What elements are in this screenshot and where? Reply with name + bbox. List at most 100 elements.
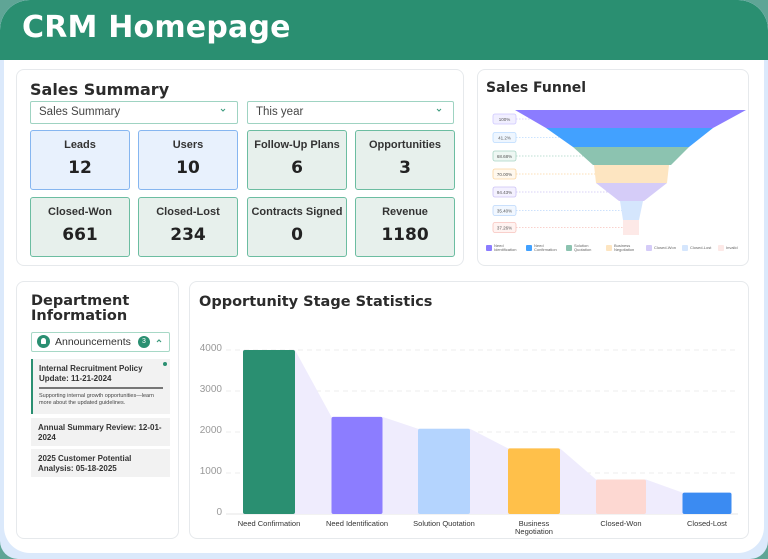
sales-funnel-card: Sales Funnel 100% 41.2% 68.68% 70.00% 94.43%… [477, 69, 749, 266]
funnel-label-box [492, 168, 517, 180]
announcement-title: Internal Recruitment Policy Update: 11-2… [39, 364, 143, 383]
legend-item[interactable]: Need Identification [486, 244, 520, 252]
stat-card-closed-lost[interactable]: Closed-Lost 234 [138, 197, 238, 257]
sales-summary-card: Sales Summary Sales Summary This year Le… [16, 69, 464, 266]
stat-value: 1180 [381, 225, 429, 245]
stat-label: Opportunities [368, 139, 442, 151]
department-card: Department Information Announcements 3 I… [16, 281, 179, 539]
y-tick-label: 0 [216, 507, 222, 518]
announcement-item[interactable]: Annual Summary Review: 12-01-2024 [31, 418, 170, 446]
announcement-count-badge: 3 [138, 336, 150, 348]
opportunity-chart-title: Opportunity Stage Statistics [199, 294, 433, 310]
stat-label: Closed-Won [48, 206, 112, 218]
legend-swatch [646, 245, 652, 251]
legend-swatch [526, 245, 532, 251]
stat-value: 661 [62, 225, 98, 245]
funnel-band[interactable] [596, 183, 667, 201]
legend-label: Closed-Lost [690, 245, 712, 250]
legend-label: Invalid [726, 245, 738, 250]
x-tick-label: Business Negotiation [515, 519, 553, 536]
chevron-down-icon [436, 108, 442, 112]
funnel-label-box [492, 113, 517, 125]
announcement-item[interactable]: 2025 Customer Potential Analysis: 05-18-… [31, 449, 170, 477]
announcements-label: Announcements [55, 336, 131, 348]
announcements-toggle[interactable]: Announcements 3 [31, 332, 170, 352]
bar-closed-won[interactable] [596, 479, 646, 514]
opportunity-chart-card: Opportunity Stage Statistics 0 1000 2000 30… [189, 281, 749, 539]
funnel-label: 41.2% [498, 135, 511, 140]
funnel-chart: 100% 41.2% 68.68% 70.00% 94.43% 35.40% 37.26% [492, 110, 746, 235]
funnel-label: 35.40% [497, 208, 512, 213]
funnel-legend: Need Identification Need Confirmation Solu… [486, 244, 748, 252]
stat-label: Contracts Signed [251, 206, 343, 218]
legend-swatch [718, 245, 724, 251]
chevron-up-icon[interactable] [154, 336, 164, 346]
divider [39, 387, 163, 389]
legend-label: Solution Quotation [574, 243, 592, 252]
bar-need-identification[interactable] [331, 416, 383, 514]
bell-icon [37, 335, 50, 348]
stat-card-closed-won[interactable]: Closed-Won 661 [30, 197, 130, 257]
sales-funnel-title: Sales Funnel [486, 80, 587, 96]
legend-swatch [682, 245, 688, 251]
funnel-band[interactable] [594, 165, 669, 183]
stat-label: Users [172, 139, 204, 151]
stat-value: 3 [399, 158, 411, 178]
stat-card-opportunities[interactable]: Opportunities 3 [355, 130, 455, 190]
header-bar: CRM Homepage [0, 0, 768, 60]
bar-solution-quotation[interactable] [418, 428, 470, 514]
funnel-label: 94.43% [497, 190, 512, 195]
stat-value: 6 [291, 158, 303, 178]
funnel-label-box [492, 222, 517, 233]
stat-label: Closed-Lost [156, 206, 220, 218]
funnel-label-box [492, 150, 517, 162]
legend-item[interactable]: Closed-Won [646, 244, 676, 252]
bar-need-confirmation[interactable] [243, 350, 295, 514]
legend-item[interactable]: Need Confirmation [526, 244, 560, 252]
bar-business-negotiation[interactable] [508, 448, 560, 514]
x-tick-label: Need Identification [325, 519, 389, 528]
legend-swatch [566, 245, 572, 251]
stat-value: 12 [68, 158, 92, 178]
funnel-band[interactable] [620, 201, 643, 220]
legend-item[interactable]: Invalid [718, 244, 748, 252]
stat-card-leads[interactable]: Leads 12 [30, 130, 130, 190]
sales-summary-title: Sales Summary [30, 80, 170, 99]
y-tick-label: 2000 [199, 425, 222, 436]
stat-card-revenue[interactable]: Revenue 1180 [355, 197, 455, 257]
stat-value: 234 [170, 225, 206, 245]
legend-label: Closed-Won [654, 245, 676, 250]
announcement-title: 2025 Customer Potential Analysis: 05-18-… [38, 454, 132, 473]
funnel-band[interactable] [623, 220, 639, 235]
funnel-label-box [492, 132, 517, 143]
opportunity-bar-chart [226, 349, 738, 515]
x-tick-label: Closed-Lost [686, 519, 728, 528]
funnel-band[interactable] [515, 110, 746, 128]
y-tick-label: 4000 [199, 343, 222, 354]
funnel-band[interactable] [546, 128, 713, 147]
legend-swatch [606, 245, 612, 251]
stat-card-users[interactable]: Users 10 [138, 130, 238, 190]
funnel-label-box [492, 186, 517, 198]
legend-label: Need Identification [494, 243, 517, 252]
period-value: This year [256, 106, 304, 118]
stat-label: Revenue [382, 206, 428, 218]
funnel-band[interactable] [573, 147, 689, 165]
bar-closed-lost[interactable] [682, 492, 732, 514]
legend-item[interactable]: Business Negotiation [606, 244, 640, 252]
stat-card-contracts-signed[interactable]: Contracts Signed 0 [247, 197, 347, 257]
funnel-label: 100% [499, 117, 511, 122]
department-title: Department Information [31, 293, 130, 324]
announcement-item[interactable]: Internal Recruitment Policy Update: 11-2… [31, 359, 170, 414]
summary-type-select[interactable]: Sales Summary [30, 101, 238, 124]
stat-value: 10 [176, 158, 200, 178]
legend-item[interactable]: Closed-Lost [682, 244, 712, 252]
stat-label: Follow-Up Plans [254, 139, 340, 151]
page-title: CRM Homepage [22, 10, 291, 45]
y-tick-label: 1000 [199, 466, 222, 477]
stat-card-follow-up-plans[interactable]: Follow-Up Plans 6 [247, 130, 347, 190]
legend-item[interactable]: Solution Quotation [566, 244, 600, 252]
announcement-description: Supporting internal growth opportunities… [39, 392, 154, 407]
period-select[interactable]: This year [247, 101, 454, 124]
